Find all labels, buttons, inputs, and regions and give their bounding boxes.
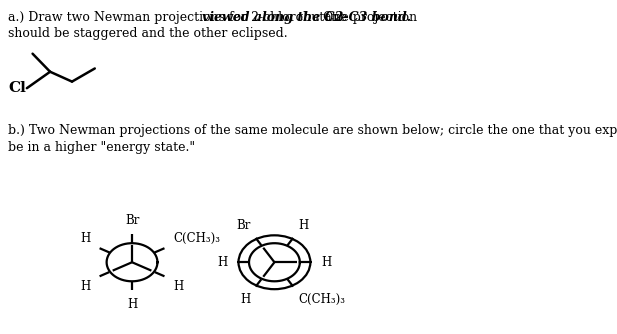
Text: C(CH₃)₃: C(CH₃)₃ xyxy=(298,293,345,306)
Text: H: H xyxy=(81,280,91,293)
Text: H: H xyxy=(217,256,227,269)
Text: a.) Draw two Newman projections for 2-chlorobutane: a.) Draw two Newman projections for 2-ch… xyxy=(9,11,352,24)
Text: H: H xyxy=(298,218,308,231)
Text: C(CH₃)₃: C(CH₃)₃ xyxy=(173,231,220,244)
Text: b.) Two Newman projections of the same molecule are shown below; circle the one : b.) Two Newman projections of the same m… xyxy=(9,124,617,137)
Text: One projection: One projection xyxy=(315,11,417,24)
Text: should be staggered and the other eclipsed.: should be staggered and the other eclips… xyxy=(9,27,288,40)
Text: Cl: Cl xyxy=(9,81,27,95)
Text: H: H xyxy=(127,298,137,311)
Text: be in a higher "energy state.": be in a higher "energy state." xyxy=(9,141,196,154)
Text: H: H xyxy=(321,256,332,269)
Text: H: H xyxy=(241,293,251,306)
Text: H: H xyxy=(173,280,183,293)
Text: H: H xyxy=(81,231,91,244)
Text: Br: Br xyxy=(125,214,139,227)
Text: Br: Br xyxy=(236,218,251,231)
Text: viewed along the C2-C3 bond.: viewed along the C2-C3 bond. xyxy=(202,11,411,24)
